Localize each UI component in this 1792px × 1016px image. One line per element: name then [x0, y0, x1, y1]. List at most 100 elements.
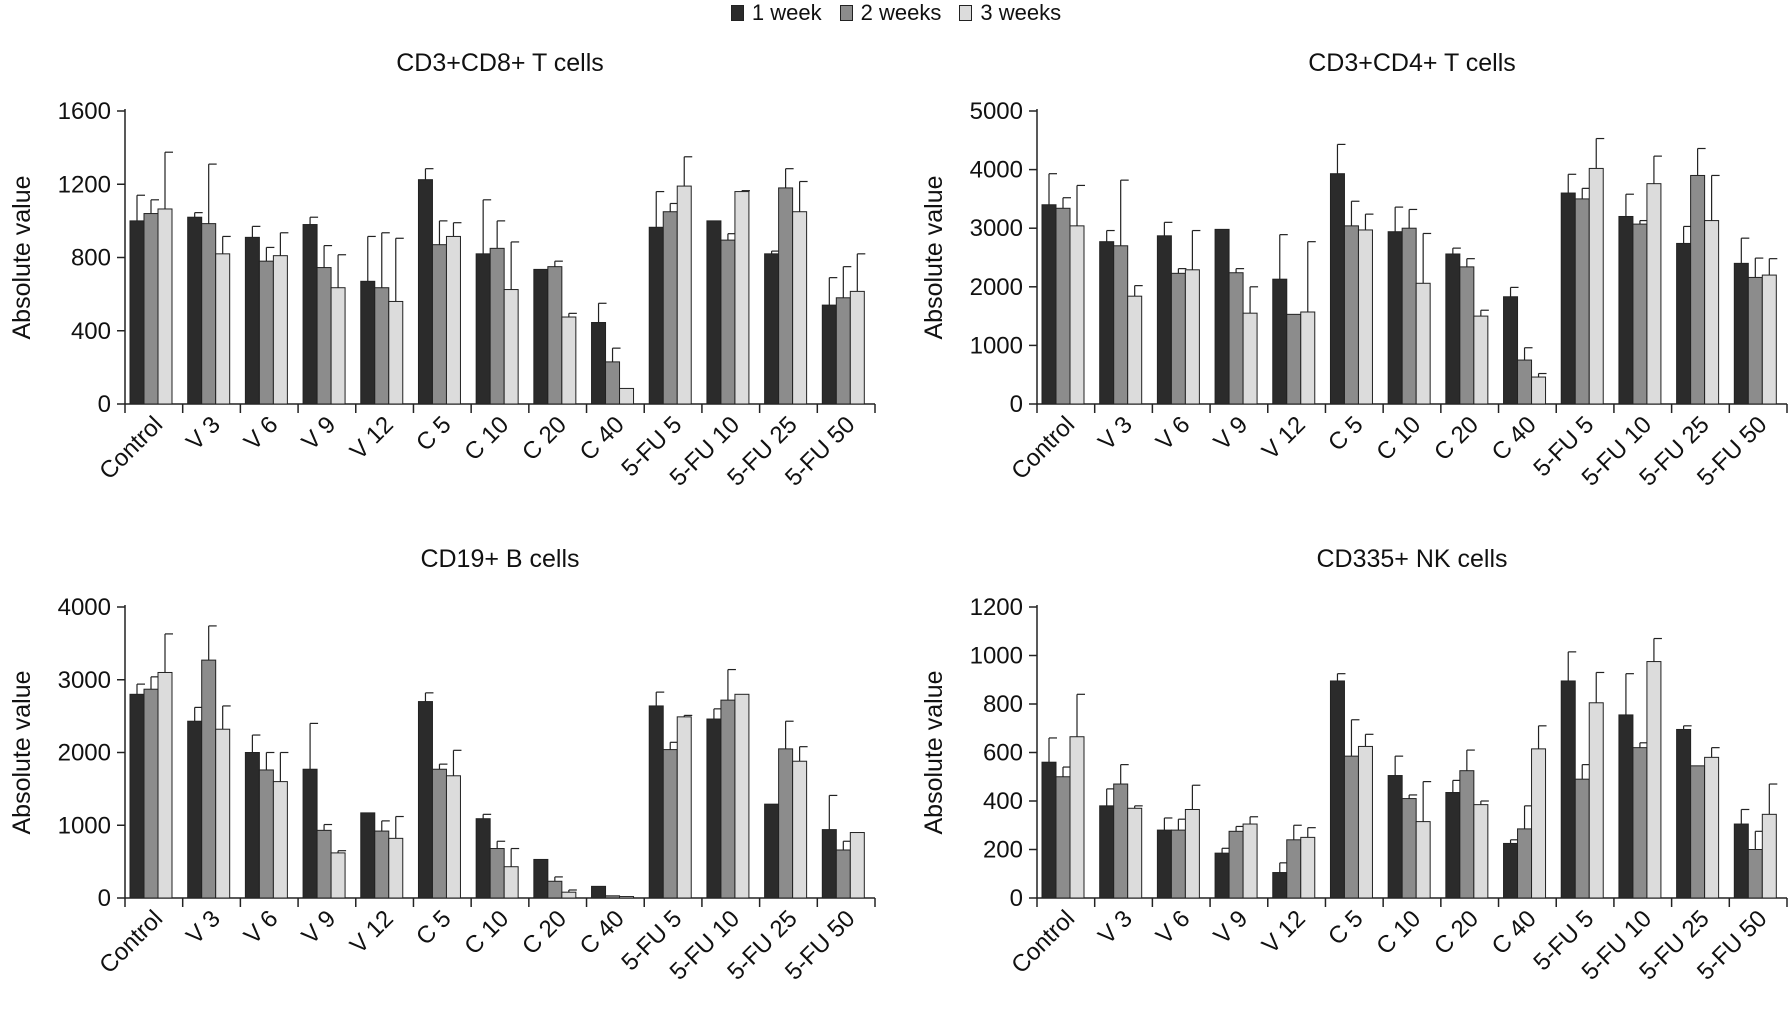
chart1-bar-3-weeks-5-fu-10 [734, 191, 750, 405]
chart3-bar-3-weeks-5-fu-10 [734, 693, 750, 899]
legend: 1 week 2 weeks 3 weeks [0, 0, 1792, 26]
chart4-xtick-label-v-3: V 3 [1093, 905, 1138, 950]
chart4-bar-1-week-5-fu-5 [1560, 680, 1576, 899]
chart1-bar-1-week-c-5 [417, 179, 433, 405]
chart2-bar-2-weeks-5-fu-10 [1632, 223, 1648, 405]
chart3-xtick-label-c-20: C 20 [517, 905, 572, 960]
chart3-bar-2-weeks-v-3 [201, 659, 217, 899]
chart3-bar-1-week-c-5 [417, 701, 433, 899]
chart1-bar-1-week-5-fu-10 [706, 220, 722, 405]
chart4-bar-2-weeks-v-6 [1170, 829, 1186, 899]
chart3-xtick-label-v-3: V 3 [181, 905, 226, 950]
chart1-ytick-label-800: 800 [71, 245, 111, 272]
chart3-bar-3-weeks-control [157, 671, 173, 899]
chart2-xtick-label-v-3: V 3 [1093, 411, 1138, 456]
chart3-bar-2-weeks-c-10 [489, 848, 505, 899]
chart4-bar-1-week-5-fu-10 [1618, 714, 1634, 899]
chart4-bar-1-week-5-fu-25 [1676, 728, 1692, 899]
chart1-bar-3-weeks-v-6 [272, 255, 288, 405]
chart3-bar-3-weeks-c-20 [561, 891, 577, 899]
chart3-bar-2-weeks-control [143, 688, 159, 899]
chart2-bar-1-week-c-20 [1445, 253, 1461, 405]
chart3-bar-1-week-v-3 [187, 720, 203, 899]
legend-item-2-weeks: 2 weeks [839, 0, 941, 26]
chart4-ytick-label-200: 200 [983, 837, 1023, 864]
chart2-xtick-label-c-5: C 5 [1323, 411, 1369, 457]
chart4-bar-3-weeks-v-9 [1242, 823, 1258, 899]
chart3-xtick-label-v-9: V 9 [297, 905, 342, 950]
chart1-bar-3-weeks-c-20 [561, 316, 577, 405]
chart4-ytick-label-400: 400 [983, 788, 1023, 815]
legend-item-3-weeks: 3 weeks [959, 0, 1061, 26]
chart4-bar-2-weeks-5-fu-25 [1690, 765, 1706, 899]
chart1-bar-2-weeks-5-fu-5 [662, 211, 678, 405]
chart2-bar-2-weeks-control [1055, 207, 1071, 405]
chart2-bar-1-week-c-5 [1329, 173, 1345, 405]
chart4-bar-1-week-v-12 [1272, 872, 1288, 899]
chart3-bar-1-week-5-fu-10 [706, 718, 722, 899]
chart1-bar-1-week-5-fu-50 [821, 304, 837, 405]
chart3-bar-2-weeks-5-fu-25 [778, 748, 794, 899]
chart2-bar-3-weeks-5-fu-5 [1588, 167, 1604, 405]
chart4-bar-2-weeks-c-5 [1343, 755, 1359, 899]
chart1-bar-2-weeks-v-3 [201, 223, 217, 405]
chart1-ytick-label-400: 400 [71, 318, 111, 345]
chart2-xtick-label-v-6: V 6 [1151, 411, 1196, 456]
chart4-xtick-label-c-20: C 20 [1429, 905, 1484, 960]
chart1-bar-3-weeks-v-3 [215, 253, 231, 405]
chart2-bar-2-weeks-5-fu-50 [1747, 276, 1763, 405]
chart1-ytick-label-1200: 1200 [58, 171, 111, 198]
chart4-bar-3-weeks-c-40 [1531, 748, 1547, 899]
chart2-bar-3-weeks-control [1069, 225, 1085, 405]
chart4-bar-1-week-v-6 [1156, 829, 1172, 899]
chart1-xtick-label-control: Control [94, 411, 168, 485]
chart3-bar-1-week-control [129, 693, 145, 899]
chart2-xtick-label-v-12: V 12 [1257, 411, 1311, 465]
chart2-xtick-label-v-9: V 9 [1209, 411, 1254, 456]
chart4-bar-2-weeks-v-9 [1228, 830, 1244, 899]
chart3-title: CD19+ B cells [420, 545, 579, 573]
chart4-xtick-label-v-9: V 9 [1209, 905, 1254, 950]
chart4-ytick-label-600: 600 [983, 740, 1023, 767]
chart4-bar-1-week-c-40 [1503, 842, 1519, 899]
chart4-bar-2-weeks-c-10 [1401, 798, 1417, 899]
chart1-ytick-label-1600: 1600 [58, 98, 111, 125]
chart1-bar-1-week-c-10 [475, 253, 491, 405]
chart1-bar-1-week-c-40 [591, 322, 607, 405]
chart2-ytick-label-1000: 1000 [970, 332, 1023, 359]
chart4-bar-2-weeks-c-40 [1517, 828, 1533, 899]
legend-label-1-week: 1 week [751, 0, 822, 25]
chart4-ytick-label-1200: 1200 [970, 594, 1023, 621]
chart3-bar-3-weeks-v-6 [272, 781, 288, 899]
chart4-xtick-label-control: Control [1006, 905, 1080, 979]
chart3-bar-3-weeks-v-9 [330, 852, 346, 899]
chart4-bar-1-week-control [1041, 761, 1057, 899]
chart1-bar-1-week-control [129, 220, 145, 405]
chart1-bar-1-week-v-3 [187, 216, 203, 405]
chart1-bar-1-week-c-20 [533, 268, 549, 405]
chart4-bar-1-week-c-20 [1445, 792, 1461, 899]
chart3-bar-3-weeks-5-fu-5 [676, 716, 692, 899]
chart3-bar-2-weeks-c-20 [547, 880, 563, 899]
chart4-bar-2-weeks-5-fu-50 [1747, 849, 1763, 899]
chart4-bar-3-weeks-v-3 [1127, 807, 1143, 899]
chart2-bar-1-week-5-fu-25 [1676, 242, 1692, 405]
chart3-bar-1-week-c-20 [533, 858, 549, 899]
chart4-xtick-label-v-6: V 6 [1151, 905, 1196, 950]
chart1-bar-2-weeks-c-40 [605, 361, 621, 405]
chart3-xtick-label-c-10: C 10 [459, 905, 514, 960]
chart1-ylabel: Absolute value [8, 175, 36, 339]
chart4-bar-1-week-c-5 [1329, 680, 1345, 899]
chart1-bar-2-weeks-c-10 [489, 247, 505, 405]
chart2-bar-3-weeks-v-12 [1300, 311, 1316, 405]
chart3-bar-1-week-c-10 [475, 818, 491, 899]
chart4-bar-3-weeks-5-fu-5 [1588, 702, 1604, 899]
chart4-bar-3-weeks-control [1069, 736, 1085, 899]
chart1-bar-3-weeks-c-5 [445, 235, 461, 405]
chart1-bar-1-week-5-fu-5 [648, 226, 664, 405]
chart3-bar-1-week-v-12 [360, 812, 376, 899]
chart2-bar-2-weeks-c-10 [1401, 227, 1417, 405]
chart2-bar-1-week-5-fu-50 [1733, 262, 1749, 405]
chart3-bar-3-weeks-5-fu-50 [849, 832, 865, 899]
chart1-xtick-label-v-3: V 3 [181, 411, 226, 456]
